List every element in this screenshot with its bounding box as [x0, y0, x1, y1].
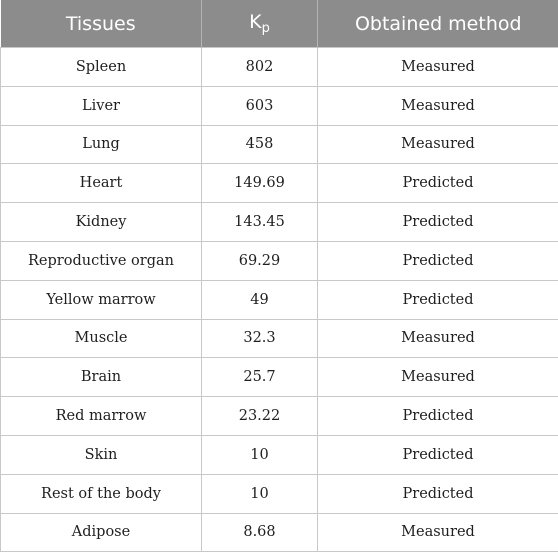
cell-tissue: Skin [1, 435, 202, 474]
table-row: Lung 458 Measured [1, 125, 558, 164]
header-kp-main: K [249, 11, 261, 33]
table-row: Reproductive organ 69.29 Predicted [1, 241, 558, 280]
cell-kp: 143.45 [202, 203, 318, 242]
table-row: Red marrow 23.22 Predicted [1, 397, 558, 436]
cell-kp: 10 [202, 474, 318, 513]
cell-method: Measured [318, 358, 558, 397]
cell-kp: 23.22 [202, 397, 318, 436]
cell-method: Predicted [318, 435, 558, 474]
cell-tissue: Adipose [1, 513, 202, 552]
header-kp-subscript: p [262, 21, 270, 36]
cell-method: Predicted [318, 203, 558, 242]
cell-method: Predicted [318, 474, 558, 513]
table-body: Spleen 802 Measured Liver 603 Measured L… [1, 48, 558, 552]
cell-method: Measured [318, 319, 558, 358]
table-header: Tissues Kp Obtained method [1, 0, 558, 48]
cell-method: Predicted [318, 164, 558, 203]
cell-kp: 25.7 [202, 358, 318, 397]
cell-kp: 603 [202, 86, 318, 125]
cell-kp: 458 [202, 125, 318, 164]
cell-method: Measured [318, 125, 558, 164]
header-row: Tissues Kp Obtained method [1, 0, 558, 48]
cell-tissue: Liver [1, 86, 202, 125]
cell-tissue: Rest of the body [1, 474, 202, 513]
cell-kp: 69.29 [202, 241, 318, 280]
cell-kp: 32.3 [202, 319, 318, 358]
cell-method: Measured [318, 48, 558, 87]
cell-kp: 49 [202, 280, 318, 319]
cell-tissue: Brain [1, 358, 202, 397]
cell-tissue: Heart [1, 164, 202, 203]
cell-method: Predicted [318, 241, 558, 280]
table-row: Brain 25.7 Measured [1, 358, 558, 397]
cell-method: Measured [318, 86, 558, 125]
table-row: Yellow marrow 49 Predicted [1, 280, 558, 319]
header-tissues: Tissues [1, 0, 202, 48]
cell-kp: 10 [202, 435, 318, 474]
cell-method: Predicted [318, 280, 558, 319]
table-row: Spleen 802 Measured [1, 48, 558, 87]
cell-method: Predicted [318, 397, 558, 436]
header-obtained-method: Obtained method [318, 0, 558, 48]
header-kp: Kp [202, 0, 318, 48]
cell-tissue: Red marrow [1, 397, 202, 436]
cell-kp: 8.68 [202, 513, 318, 552]
table-row: Liver 603 Measured [1, 86, 558, 125]
table-row: Heart 149.69 Predicted [1, 164, 558, 203]
cell-kp: 802 [202, 48, 318, 87]
cell-tissue: Yellow marrow [1, 280, 202, 319]
table-row: Kidney 143.45 Predicted [1, 203, 558, 242]
cell-tissue: Reproductive organ [1, 241, 202, 280]
table-row: Muscle 32.3 Measured [1, 319, 558, 358]
cell-tissue: Muscle [1, 319, 202, 358]
cell-tissue: Lung [1, 125, 202, 164]
cell-tissue: Spleen [1, 48, 202, 87]
cell-kp: 149.69 [202, 164, 318, 203]
table-row: Adipose 8.68 Measured [1, 513, 558, 552]
cell-method: Measured [318, 513, 558, 552]
table-row: Skin 10 Predicted [1, 435, 558, 474]
cell-tissue: Kidney [1, 203, 202, 242]
table-row: Rest of the body 10 Predicted [1, 474, 558, 513]
